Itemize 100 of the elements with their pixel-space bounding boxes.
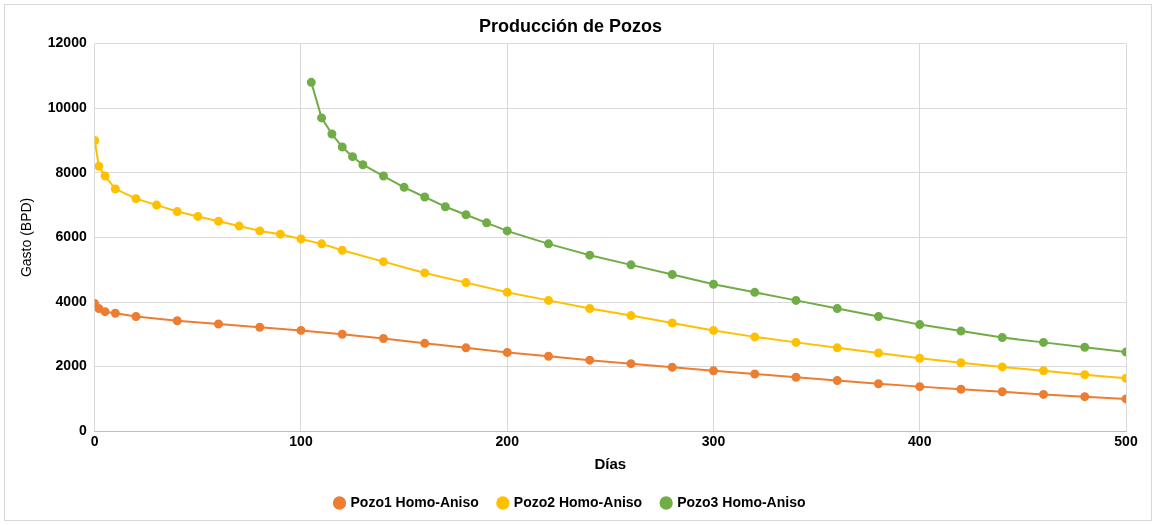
chart-title: Producción de Pozos (478, 15, 663, 36)
y-tick-label: 4000 (55, 292, 87, 309)
point (1039, 366, 1048, 376)
point (832, 375, 842, 385)
point (275, 229, 285, 239)
point (100, 171, 110, 181)
point (100, 307, 110, 317)
point (213, 216, 223, 226)
point (378, 171, 388, 181)
point (348, 152, 358, 162)
point (626, 359, 636, 369)
point (791, 372, 801, 382)
point (585, 303, 595, 313)
x-tick-label: 200 (495, 433, 520, 450)
point (482, 218, 492, 228)
point (1080, 392, 1090, 402)
x-tick-label: 100 (289, 433, 313, 450)
x-tick-label: 300 (701, 433, 726, 450)
point (874, 312, 883, 322)
point (255, 322, 265, 332)
point (874, 379, 883, 389)
point (358, 160, 368, 170)
legend-label: Pozo2 Homo-Aniso (513, 493, 643, 510)
point (461, 278, 471, 288)
point (915, 382, 925, 392)
point (502, 226, 512, 236)
point (997, 362, 1007, 372)
point (956, 326, 966, 336)
point (543, 351, 553, 361)
point (874, 348, 883, 358)
legend-label: Pozo3 Homo-Aniso (677, 493, 806, 510)
y-tick-label: 12000 (47, 34, 87, 51)
point (626, 311, 636, 321)
point (915, 353, 925, 363)
point (956, 384, 966, 394)
point (296, 325, 306, 335)
point (832, 343, 842, 353)
point (956, 358, 966, 368)
point (172, 207, 182, 217)
point (708, 279, 718, 289)
point (750, 287, 760, 297)
point (152, 200, 162, 210)
y-axis-title: Gasto (BPD) (18, 197, 35, 278)
point (110, 184, 120, 194)
point (502, 287, 512, 297)
point (399, 182, 409, 192)
point (461, 210, 471, 220)
point (667, 318, 677, 328)
y-tick-label: 10000 (47, 99, 87, 116)
point (420, 192, 430, 202)
point (626, 260, 636, 270)
point (213, 319, 223, 329)
point (172, 316, 182, 326)
point (915, 320, 925, 330)
point (997, 333, 1007, 343)
point (378, 334, 388, 343)
point (234, 221, 244, 231)
y-tick-label: 0 (78, 422, 87, 439)
point (131, 194, 141, 204)
point (461, 343, 471, 353)
x-axis-title: Días (594, 455, 627, 473)
point (1080, 370, 1090, 380)
point (420, 268, 430, 278)
point (1080, 342, 1090, 352)
point (585, 355, 595, 365)
y-tick-label: 8000 (55, 163, 87, 180)
y-tick-label: 2000 (55, 357, 87, 374)
x-tick-label: 400 (908, 433, 932, 450)
point (997, 387, 1007, 397)
point (193, 211, 203, 221)
point (1039, 389, 1048, 399)
y-tick-label: 6000 (55, 228, 87, 245)
point (667, 270, 677, 280)
x-tick-label: 0 (90, 433, 99, 450)
point (543, 295, 553, 305)
point (327, 129, 337, 139)
point (791, 337, 801, 347)
point (708, 366, 718, 376)
point (337, 142, 347, 152)
point (255, 226, 265, 236)
point (378, 257, 388, 267)
point (296, 234, 306, 244)
point (832, 303, 842, 313)
point (667, 362, 677, 372)
point (420, 338, 430, 348)
point (791, 295, 801, 305)
x-tick-label: 500 (1114, 433, 1138, 450)
point (131, 312, 141, 322)
point (750, 369, 760, 379)
point (306, 77, 316, 87)
legend-label: Pozo1 Homo-Aniso (350, 493, 479, 510)
point (317, 239, 327, 249)
point (585, 250, 595, 260)
point (708, 325, 718, 335)
point (110, 308, 120, 318)
point (543, 239, 553, 249)
point (337, 245, 347, 255)
point (502, 347, 512, 357)
point (94, 303, 104, 313)
point (317, 113, 327, 123)
